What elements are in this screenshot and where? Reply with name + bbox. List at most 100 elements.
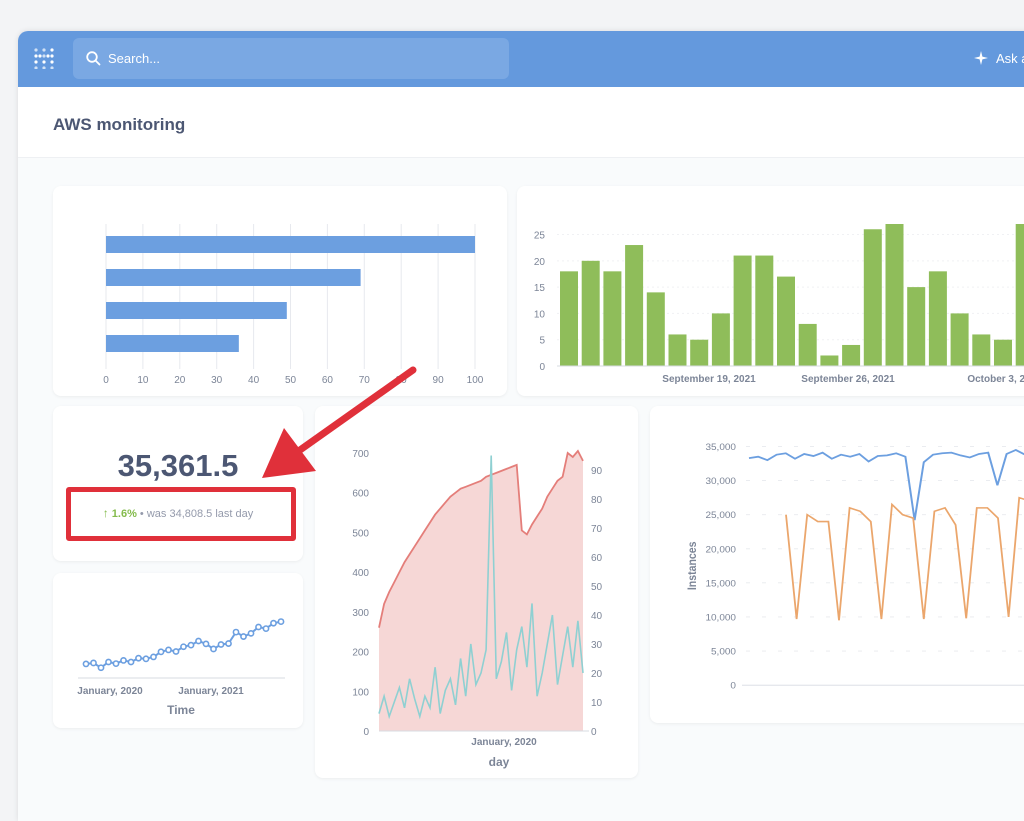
- bar: [928, 271, 947, 366]
- y-tick-label: 30,000: [705, 476, 736, 486]
- area-fill: [379, 451, 583, 731]
- trend-line-chart: January, 2020 January, 2021 Time: [77, 618, 285, 717]
- y-tick-label: 20: [534, 257, 546, 268]
- x-tick-label: 0: [103, 375, 109, 386]
- x-tick-label: 100: [467, 375, 484, 386]
- previous-value: was 34,808.5: [146, 508, 213, 520]
- horizontal-bar-chart-card[interactable]: 0 10 20 30 40 50 60 70 80 90 100: [53, 186, 507, 396]
- x-tick-label: 60: [322, 375, 334, 386]
- y-tick-label-right: 30: [591, 640, 603, 651]
- app-window: Search... Ask a AWS monitoring 0 10 20 30 40…: [18, 31, 1024, 821]
- data-point: [247, 629, 255, 637]
- x-tick-label: 50: [285, 375, 297, 386]
- scalar-card[interactable]: 35,361.5 ↑ 1.6% • was 34,808.5 last day: [53, 406, 303, 561]
- data-point: [262, 625, 270, 632]
- data-point: [165, 646, 172, 654]
- bar: [972, 334, 991, 366]
- x-tick-label: January, 2020: [471, 737, 537, 748]
- instances-line-chart-card[interactable]: 0 5,000 10,000 15,000 20,000 25,000 30,000 35,0…: [650, 406, 1024, 723]
- x-tick-label: January, 2020: [77, 686, 143, 697]
- data-point: [232, 628, 240, 636]
- bar: [690, 339, 709, 366]
- change-percent: 1.6%: [111, 508, 137, 520]
- data-point: [150, 653, 157, 661]
- y-tick-label-right: 70: [591, 524, 603, 535]
- line-series: [378, 455, 584, 720]
- x-tick-label: October 3, 20: [967, 374, 1024, 385]
- bar: [106, 335, 239, 352]
- daily-bar-chart-card[interactable]: 0 5 10 15 20 25 September 19, 2021 September 26…: [517, 186, 1024, 396]
- data-point: [217, 641, 225, 648]
- x-tick-label: 90: [433, 375, 445, 386]
- search-bar[interactable]: Search...: [73, 38, 509, 79]
- y-tick-label-right: 60: [591, 553, 603, 564]
- metabase-logo-icon[interactable]: [33, 47, 55, 69]
- x-tick-label: September 19, 2021: [662, 374, 756, 385]
- data-point: [172, 648, 180, 655]
- data-point: [142, 655, 150, 663]
- x-tick-label: 10: [137, 375, 149, 386]
- top-nav-bar: Search... Ask a: [18, 31, 1024, 87]
- data-point: [135, 654, 142, 662]
- y-tick-label: 25: [534, 231, 546, 242]
- data-point: [112, 660, 120, 667]
- bar: [560, 271, 578, 366]
- bar: [994, 339, 1012, 366]
- y-tick-label: 25,000: [705, 510, 736, 520]
- data-point: [210, 645, 217, 653]
- data-point: [127, 658, 135, 666]
- y-tick-label: 10,000: [705, 612, 736, 622]
- search-icon: [86, 51, 101, 66]
- y-tick-label-right: 40: [591, 611, 603, 622]
- ask-button-label: Ask a: [996, 51, 1024, 66]
- arrow-up-icon: ↑: [102, 506, 109, 520]
- data-point: [270, 619, 277, 627]
- y-tick-label-left: 200: [352, 648, 369, 659]
- comparison-separator: •: [139, 508, 144, 520]
- bar: [1015, 224, 1024, 366]
- bar: [798, 323, 817, 366]
- dual-axis-chart-card[interactable]: 0 100 200 300 400 500 600 700 0 10 20 30 40 50 60 70 80 9…: [315, 406, 638, 778]
- data-point: [225, 640, 232, 647]
- bar: [863, 229, 882, 366]
- x-tick-label: 30: [211, 375, 223, 386]
- y-tick-label: 15: [534, 283, 546, 294]
- data-point: [97, 664, 105, 672]
- y-tick-label-left: 700: [352, 449, 369, 460]
- bar: [820, 355, 839, 366]
- x-tick-label: 20: [174, 375, 186, 386]
- y-tick-label-left: 500: [352, 528, 369, 539]
- y-tick-label: 10: [534, 309, 546, 320]
- bar: [603, 271, 622, 366]
- data-point: [105, 658, 112, 666]
- y-tick-label-left: 0: [363, 727, 369, 738]
- data-point: [277, 618, 285, 625]
- y-tick-label-right: 0: [591, 727, 597, 738]
- data-point: [157, 648, 165, 656]
- y-tick-label: 5,000: [711, 646, 736, 656]
- sparkle-icon: [974, 51, 988, 65]
- trend-line-chart-card[interactable]: January, 2020 January, 2021 Time: [53, 573, 303, 728]
- y-tick-label: 0: [730, 680, 736, 690]
- y-tick-label: 0: [539, 362, 545, 373]
- search-placeholder[interactable]: Search...: [108, 51, 161, 66]
- y-tick-label: 5: [539, 336, 545, 347]
- data-point: [255, 623, 262, 631]
- dual-axis-chart: 0 100 200 300 400 500 600 700 0 10 20 30 40 50 60 70 80 9…: [352, 449, 603, 769]
- bar: [106, 302, 287, 319]
- bar: [106, 236, 475, 253]
- data-point: [90, 659, 97, 667]
- data-point: [202, 640, 210, 648]
- y-tick-label-left: 400: [352, 568, 369, 579]
- y-tick-label-right: 90: [591, 466, 603, 477]
- dashboard-title[interactable]: AWS monitoring: [53, 115, 186, 134]
- x-tick-label: 80: [396, 375, 408, 386]
- y-tick-label: 15,000: [705, 578, 736, 588]
- y-axis-title: Instances: [686, 541, 699, 590]
- bar: [106, 269, 361, 286]
- data-point: [195, 637, 202, 645]
- daily-bar-chart: 0 5 10 15 20 25 September 19, 2021 September 26…: [534, 224, 1024, 385]
- scalar-comparison: ↑ 1.6% • was 34,808.5 last day: [53, 506, 303, 520]
- comparison-period: last day: [215, 508, 254, 520]
- instances-line-chart: 0 5,000 10,000 15,000 20,000 25,000 30,000 35,0…: [686, 442, 1024, 691]
